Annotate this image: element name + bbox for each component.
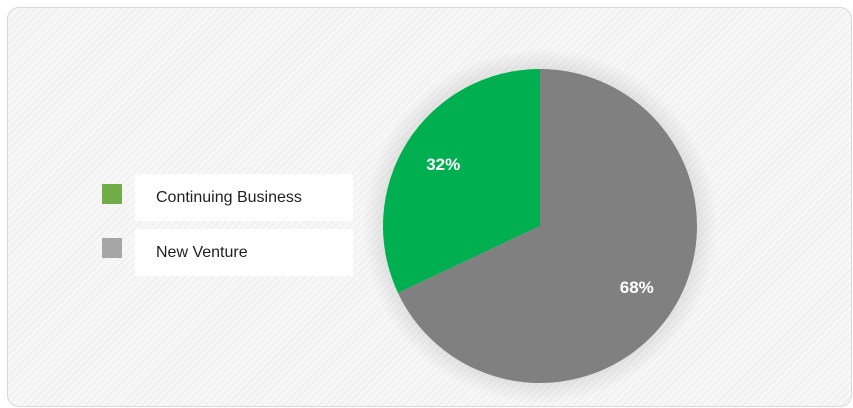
legend-swatch-continuing-business [102, 184, 122, 204]
slice-label-continuing-business: 32% [426, 155, 460, 174]
slice-label-new-venture: 68% [620, 278, 654, 297]
legend-label-continuing-business: Continuing Business [156, 188, 302, 206]
legend-item-new-venture: New Venture [135, 229, 353, 276]
legend-label-new-venture: New Venture [156, 243, 248, 261]
pie-slice-new-venture [397, 69, 698, 383]
legend-swatch-new-venture [102, 238, 122, 258]
pie-slice-continuing-business [382, 69, 540, 293]
legend-item-continuing-business: Continuing Business [135, 174, 353, 221]
